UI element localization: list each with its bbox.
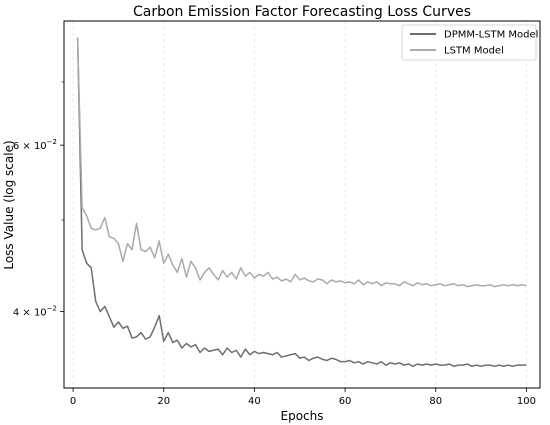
legend-label-lstm: LSTM Model (444, 46, 504, 57)
chart-title: Carbon Emission Factor Forecasting Loss … (133, 4, 471, 20)
x-tick-label: 0 (70, 396, 76, 407)
series-line-dpmm-lstm (76, 37, 527, 368)
x-tick-label: 20 (157, 396, 170, 407)
series-line-lstm (76, 37, 527, 288)
x-tick-label: 60 (339, 396, 352, 407)
series-lines (76, 37, 527, 368)
y-tick-label: 4 × 10−2 (13, 305, 57, 319)
plot-area-frame (63, 20, 541, 389)
grid-lines (72, 21, 527, 388)
x-tick-label: 80 (429, 396, 442, 407)
x-axis-label: Epochs (281, 409, 324, 423)
x-tick-label: 40 (248, 396, 261, 407)
axis-ticks: 0 20 40 60 80 100 4 × 10−2 6 × 10−2 (13, 81, 536, 407)
y-tick-label: 6 × 10−2 (13, 138, 57, 152)
x-tick-label: 100 (517, 396, 536, 407)
legend: DPMM-LSTM Model LSTM Model (401, 24, 538, 61)
legend-label-dpmm-lstm: DPMM-LSTM Model (444, 30, 538, 41)
y-axis-label: Loss Value (log scale) (2, 140, 16, 269)
